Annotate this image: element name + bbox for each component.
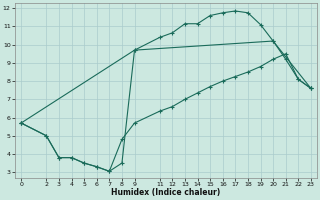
X-axis label: Humidex (Indice chaleur): Humidex (Indice chaleur) xyxy=(111,188,221,197)
